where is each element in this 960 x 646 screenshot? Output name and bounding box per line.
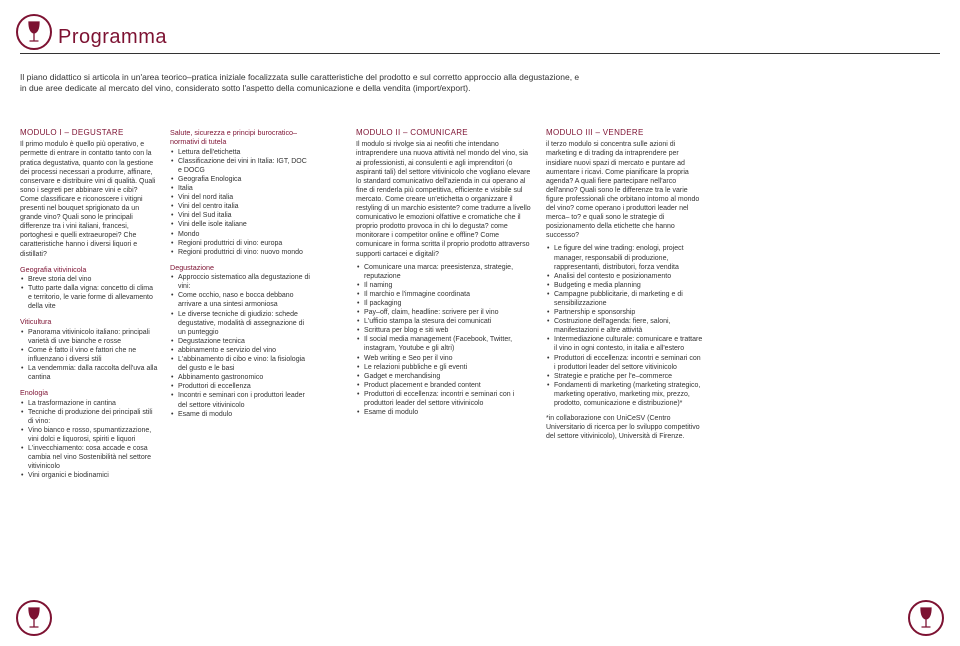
list-item: Produttori di eccellenza: incontri e sem… <box>546 354 704 372</box>
list-item: Il naming <box>356 281 534 290</box>
column-2: Salute, sicurezza e principi burocratico… <box>170 128 312 482</box>
list-item: Incontri e seminari con i produttori lea… <box>170 391 312 409</box>
list-item: Le figure del wine trading: enologi, pro… <box>546 244 704 271</box>
list-item: Come è fatto il vino e fattori che ne in… <box>20 346 158 364</box>
list-item: La vendemmia: dalla raccolta dell'uva al… <box>20 364 158 382</box>
list-item: Produttori di eccellenza: incontri e sem… <box>356 390 534 408</box>
list-item: Web writing e Seo per il vino <box>356 354 534 363</box>
list-item: Esame di modulo <box>356 408 534 417</box>
list-item: Partnership e sponsorship <box>546 308 704 317</box>
module2-para: Il modulo si rivolge sia ai neofiti che … <box>356 140 534 258</box>
list-mod3: Le figure del wine trading: enologi, pro… <box>546 244 704 408</box>
column-3: MODULO II – COMUNICARE Il modulo si rivo… <box>356 128 534 482</box>
wine-glass-icon <box>16 600 52 636</box>
list-item: Regioni produttrici di vino: nuovo mondo <box>170 248 312 257</box>
list-item: Vini del Sud italia <box>170 211 312 220</box>
list-item: Produttori di eccellenza <box>170 382 312 391</box>
module1-title: MODULO I – DEGUSTARE <box>20 128 158 138</box>
list-item: Vini organici e biodinamici <box>20 471 158 480</box>
module2-title: MODULO II – COMUNICARE <box>356 128 534 138</box>
intro-text: Il piano didattico si articola in un'are… <box>20 72 580 95</box>
list-viticultura: Panorama vitivinicolo italiano: principa… <box>20 328 158 383</box>
list-item: Vini del centro italia <box>170 202 312 211</box>
list-item: Intermediazione culturale: comunicare e … <box>546 335 704 353</box>
list-item: Campagne pubblicitarie, di marketing e d… <box>546 290 704 308</box>
list-item: Scrittura per blog e siti web <box>356 326 534 335</box>
wine-glass-icon <box>908 600 944 636</box>
list-item: Pay–off, claim, headline: scrivere per i… <box>356 308 534 317</box>
column-4: MODULO III – VENDERE il terzo modulo si … <box>546 128 704 482</box>
list-item: Lettura dell'etichetta <box>170 148 312 157</box>
list-item: L'invecchiamento: cosa accade e cosa cam… <box>20 444 158 471</box>
list-mod2: Comunicare una marca: preesistenza, stra… <box>356 263 534 418</box>
list-item: Come occhio, naso e bocca debbano arriva… <box>170 291 312 309</box>
list-item: Abbinamento gastronomico <box>170 373 312 382</box>
list-item: Il packaging <box>356 299 534 308</box>
list-item: Le diverse tecniche di giudizio: schede … <box>170 310 312 337</box>
list-item: Costruzione dell'agenda: fiere, saloni, … <box>546 317 704 335</box>
module1-para: Il primo modulo è quello più operativo, … <box>20 140 158 258</box>
list-item: Approccio sistematico alla degustazione … <box>170 273 312 291</box>
column-1: MODULO I – DEGUSTARE Il primo modulo è q… <box>20 128 158 482</box>
list-item: L'abbinamento di cibo e vino: la fisiolo… <box>170 355 312 373</box>
list-item: abbinamento e servizio del vino <box>170 346 312 355</box>
list-item: Product placement e branded content <box>356 381 534 390</box>
list-salute: Lettura dell'etichettaClassificazione de… <box>170 148 312 257</box>
list-item: Strategie e pratiche per l'e–commerce <box>546 372 704 381</box>
module3-note: *in collaborazione con UniCeSV (Centro U… <box>546 414 704 441</box>
list-item: Degustazione tecnica <box>170 337 312 346</box>
list-item: Budgeting e media planning <box>546 281 704 290</box>
list-item: Il social media management (Facebook, Tw… <box>356 335 534 353</box>
section-salute: Salute, sicurezza e principi burocratico… <box>170 128 312 147</box>
list-item: Geografia Enologica <box>170 175 312 184</box>
wine-glass-icon <box>16 14 52 50</box>
list-item: Fondamenti di marketing (marketing strat… <box>546 381 704 408</box>
module3-title: MODULO III – VENDERE <box>546 128 704 138</box>
section-geografia: Geografia vitivinicola <box>20 265 158 274</box>
list-item: Il marchio e l'immagine coordinata <box>356 290 534 299</box>
list-enologia: La trasformazione in cantinaTecniche di … <box>20 399 158 481</box>
list-item: Analisi del contesto e posizionamento <box>546 272 704 281</box>
page-title: Programma <box>58 26 167 49</box>
list-item: Italia <box>170 184 312 193</box>
list-geografia: Breve storia del vinoTutto parte dalla v… <box>20 275 158 311</box>
list-item: Breve storia del vino <box>20 275 158 284</box>
list-item: Comunicare una marca: preesistenza, stra… <box>356 263 534 281</box>
list-item: Gadget e merchandising <box>356 372 534 381</box>
list-item: La trasformazione in cantina <box>20 399 158 408</box>
list-item: Tecniche di produzione dei principali st… <box>20 408 158 426</box>
section-enologia: Enologia <box>20 388 158 397</box>
list-degustazione: Approccio sistematico alla degustazione … <box>170 273 312 419</box>
list-item: Esame di modulo <box>170 410 312 419</box>
list-item: Mondo <box>170 230 312 239</box>
content-columns: MODULO I – DEGUSTARE Il primo modulo è q… <box>20 128 940 482</box>
column-spacer <box>324 128 344 482</box>
list-item: Regioni produttrici di vino: europa <box>170 239 312 248</box>
list-item: Panorama vitivinicolo italiano: principa… <box>20 328 158 346</box>
list-item: Vini delle isole italiane <box>170 220 312 229</box>
section-degustazione: Degustazione <box>170 263 312 272</box>
list-item: Vino bianco e rosso, spumantizzazione, v… <box>20 426 158 444</box>
title-rule <box>20 53 940 54</box>
list-item: Classificazione dei vini in Italia: IGT,… <box>170 157 312 175</box>
list-item: L'ufficio stampa la stesura dei comunica… <box>356 317 534 326</box>
module3-para: il terzo modulo si concentra sulle azion… <box>546 140 704 240</box>
list-item: Tutto parte dalla vigna: concetto di cli… <box>20 284 158 311</box>
list-item: Le relazioni pubbliche e gli eventi <box>356 363 534 372</box>
list-item: Vini del nord italia <box>170 193 312 202</box>
section-viticultura: Viticultura <box>20 317 158 326</box>
